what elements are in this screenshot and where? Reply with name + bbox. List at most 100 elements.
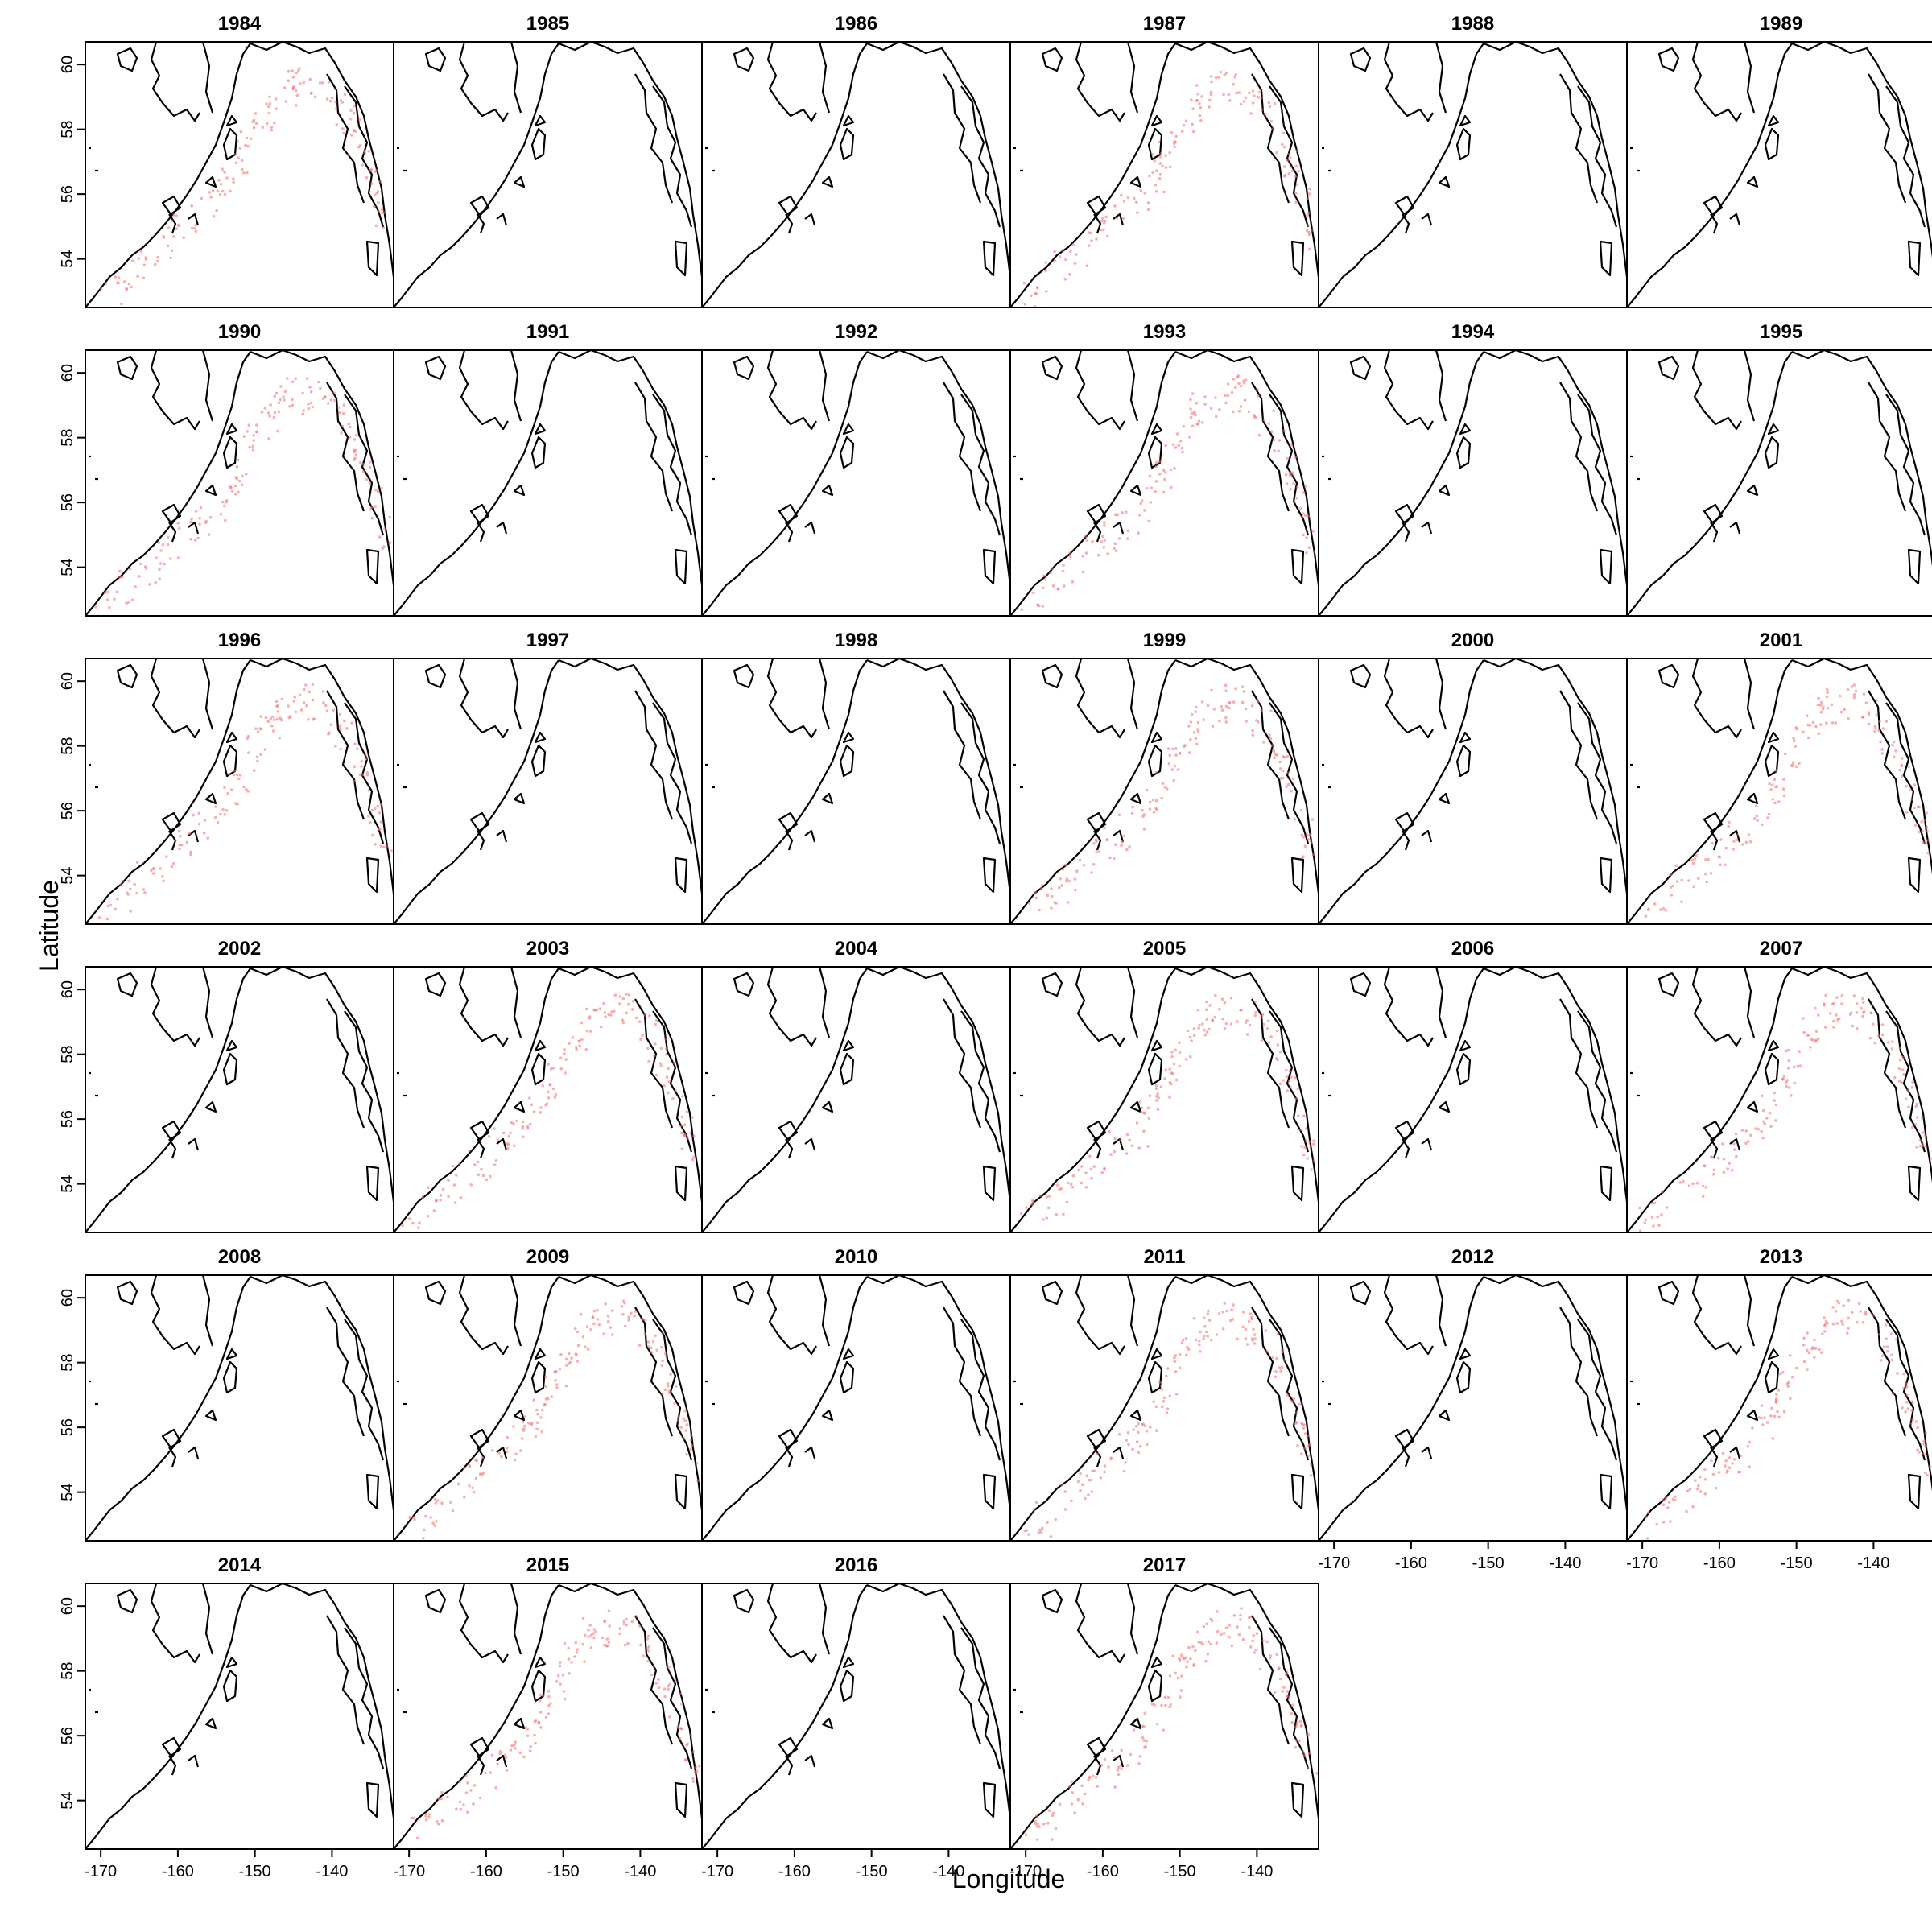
- survey-point: [1196, 728, 1199, 731]
- survey-point: [367, 788, 371, 792]
- survey-point: [423, 1514, 427, 1518]
- survey-point: [238, 774, 242, 777]
- survey-point: [1032, 1508, 1036, 1511]
- survey-point: [565, 1364, 568, 1367]
- survey-point: [332, 708, 336, 712]
- survey-point: [161, 543, 165, 547]
- survey-point: [1913, 783, 1917, 786]
- survey-point: [1717, 1471, 1721, 1474]
- survey-point: [1137, 1451, 1141, 1454]
- survey-point: [1159, 152, 1162, 155]
- survey-point: [1191, 107, 1195, 111]
- survey-point: [559, 1661, 562, 1664]
- survey-point: [456, 1482, 460, 1486]
- survey-point: [1306, 197, 1309, 200]
- survey-point: [1065, 877, 1069, 881]
- survey-point: [564, 1071, 567, 1075]
- survey-point: [506, 1435, 509, 1439]
- survey-point: [1228, 99, 1232, 102]
- survey-point: [1261, 1013, 1265, 1017]
- survey-point: [1272, 126, 1275, 130]
- survey-point: [1723, 863, 1727, 867]
- survey-point: [1186, 1660, 1189, 1664]
- survey-point: [1154, 169, 1158, 172]
- survey-point: [1075, 253, 1078, 256]
- survey-point: [1216, 1610, 1219, 1613]
- survey-point: [1034, 890, 1038, 894]
- survey-point: [484, 1771, 487, 1775]
- survey-point: [1230, 390, 1234, 394]
- survey-point: [1873, 1042, 1876, 1045]
- survey-point: [638, 1344, 642, 1347]
- survey-point: [172, 213, 175, 217]
- survey-point: [1868, 1036, 1872, 1040]
- coastline: [701, 40, 1012, 308]
- survey-point: [683, 1133, 687, 1137]
- survey-point: [575, 1047, 578, 1051]
- survey-point: [378, 180, 382, 184]
- survey-point: [458, 1780, 461, 1783]
- survey-point: [1644, 1218, 1647, 1222]
- survey-point: [1733, 1148, 1736, 1151]
- survey-point: [1272, 438, 1276, 442]
- survey-point: [1224, 71, 1228, 75]
- survey-point: [1873, 729, 1876, 733]
- survey-point: [338, 712, 342, 716]
- survey-point: [1142, 1725, 1146, 1728]
- survey-point: [1063, 278, 1067, 281]
- survey-point: [194, 510, 198, 513]
- y-tick-label: 58: [59, 429, 76, 447]
- survey-point: [1168, 151, 1171, 155]
- survey-point: [117, 281, 120, 285]
- survey-point: [633, 1315, 636, 1318]
- survey-point: [1852, 683, 1856, 687]
- survey-point: [1291, 777, 1295, 781]
- panel-title: 1987: [1143, 13, 1186, 35]
- survey-point: [1670, 893, 1674, 897]
- map-panel-2007: 2007: [1626, 938, 1932, 1233]
- survey-point: [1244, 96, 1248, 100]
- survey-point: [1220, 997, 1224, 1001]
- survey-point: [334, 745, 337, 748]
- survey-point: [1199, 1641, 1203, 1645]
- survey-point: [283, 390, 287, 394]
- survey-point: [1207, 1309, 1210, 1313]
- survey-point: [1302, 1114, 1306, 1117]
- survey-point: [426, 1215, 430, 1218]
- survey-point: [1906, 1407, 1910, 1410]
- survey-point: [1311, 852, 1315, 857]
- survey-point: [1077, 1168, 1080, 1172]
- survey-point: [1286, 1694, 1290, 1698]
- survey-point: [1754, 1127, 1757, 1130]
- survey-point: [1777, 800, 1781, 803]
- survey-point: [369, 821, 372, 824]
- survey-point: [1860, 1006, 1863, 1010]
- survey-point: [1189, 720, 1193, 724]
- survey-point: [1757, 1127, 1761, 1131]
- survey-point: [350, 134, 353, 137]
- survey-point: [1680, 900, 1683, 904]
- survey-point: [1303, 485, 1307, 488]
- survey-point: [1880, 752, 1885, 755]
- panel-frame: [393, 41, 703, 308]
- survey-point: [1709, 872, 1713, 875]
- survey-point: [663, 1084, 666, 1088]
- survey-point: [1926, 829, 1929, 832]
- survey-point: [1122, 1469, 1126, 1473]
- survey-point: [1925, 811, 1928, 815]
- survey-point: [189, 537, 192, 541]
- survey-point: [1307, 514, 1311, 518]
- survey-point: [1117, 537, 1121, 540]
- survey-point: [1277, 449, 1280, 453]
- x-tick-label: -140: [1241, 1863, 1273, 1880]
- survey-point: [311, 405, 315, 409]
- survey-point: [1900, 763, 1904, 767]
- survey-point: [481, 1174, 485, 1178]
- survey-point: [1143, 192, 1146, 195]
- survey-point: [380, 486, 383, 490]
- survey-point: [313, 95, 317, 99]
- survey-point: [1178, 1064, 1181, 1068]
- survey-point: [239, 130, 243, 134]
- survey-point: [1306, 229, 1309, 233]
- survey-point: [1218, 407, 1221, 411]
